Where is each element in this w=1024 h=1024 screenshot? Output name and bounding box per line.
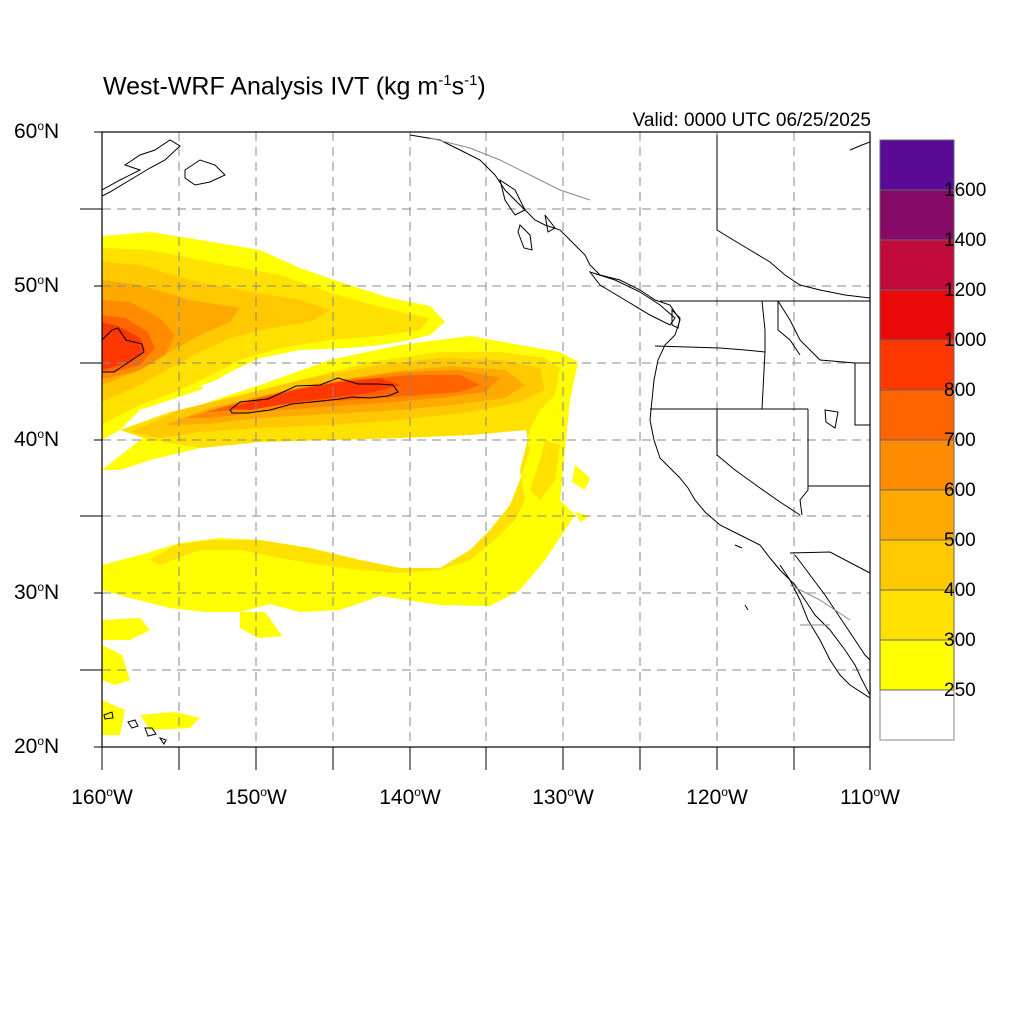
colorbar-label-300: 300: [944, 630, 976, 651]
lat-label-40: 40oN: [14, 427, 60, 451]
border-id-mt: [777, 300, 856, 364]
contour-jet: [229, 377, 399, 414]
coast-baja-gulf: [794, 554, 870, 661]
border-wa-id: [777, 301, 801, 356]
coast-west-us: [649, 334, 870, 696]
ivt-shading: [102, 232, 590, 735]
coast-canada-north: [716, 135, 870, 299]
coast-kodiak: [184, 159, 226, 186]
ivt-patch-e-2: [575, 512, 590, 522]
border-wy: [854, 362, 870, 426]
lon-label-140w: 140oW: [379, 785, 441, 809]
neighbor-borders: [429, 137, 851, 626]
valid-time: Valid: 0000 UTC 06/25/2025: [632, 110, 871, 131]
lat-label-50: 50oN: [14, 273, 60, 297]
colorbar-label-800: 800: [944, 380, 976, 401]
border-nv-ut-az: [799, 409, 809, 516]
colorbar-box-1: [879, 639, 955, 691]
ivt-patch-sw-5: [140, 712, 200, 730]
colorbar-box-8: [879, 289, 955, 341]
coast-hawaii: [127, 719, 167, 745]
colorbar-box-9: [879, 239, 955, 291]
border-us-mexico: [789, 551, 870, 574]
axis-ticks: [80, 131, 871, 770]
ivt-patch-sw-3: [102, 645, 130, 685]
ivt-contours: [102, 327, 399, 720]
colorbar-label-1600: 1600: [944, 180, 987, 201]
ivt-patch-sw-4: [102, 700, 125, 735]
lon-label-110w: 110oW: [840, 785, 900, 809]
coast-alaska-panhandle: [409, 134, 681, 336]
colorbar-label-1000: 1000: [944, 330, 987, 351]
lon-label-160w: 160oW: [71, 785, 133, 809]
colorbar-box-6: [879, 389, 955, 441]
figure-title: West-WRF Analysis IVT (kg m-1s-1): [103, 72, 486, 101]
lat-label-60: 60oN: [14, 119, 60, 143]
contour-island: [103, 711, 114, 720]
colorbar-box-0: [879, 689, 955, 741]
ivt-800-jet: [228, 378, 400, 410]
coast-puget: [671, 308, 681, 329]
colorbar-box-10: [879, 189, 955, 241]
ivt-patch-sw-2: [240, 612, 282, 638]
contour-north: [102, 327, 145, 373]
border-bc-alaska: [429, 137, 591, 201]
coast-lake: [824, 409, 839, 429]
lat-label-30: 30oN: [14, 580, 60, 604]
colorbar-box-7: [879, 339, 955, 391]
colorbar-box-2: [879, 589, 955, 641]
ivt-hole-north: [200, 372, 270, 392]
coast-channel-islands: [734, 544, 749, 611]
colorbar-label-1200: 1200: [944, 280, 987, 301]
lat-lon-grid: [102, 132, 870, 747]
colorbar: [879, 139, 955, 741]
ivt-patch-e-1: [572, 465, 590, 490]
coast-alaska-north: [102, 139, 181, 197]
colorbar-label-600: 600: [944, 480, 976, 501]
colorbar-label-1400: 1400: [944, 230, 987, 251]
coast-ne-corner: [849, 141, 870, 151]
lon-label-150w: 150oW: [225, 785, 287, 809]
coast-vancouver-island: [588, 271, 676, 326]
colorbar-box-5: [879, 439, 955, 491]
colorbar-label-250: 250: [944, 680, 976, 701]
colorbar-box-4: [879, 489, 955, 541]
colorbar-box-3: [879, 539, 955, 591]
lat-label-20: 20oN: [14, 734, 60, 758]
colorbar-box-11: [879, 139, 955, 191]
border-or-id: [761, 351, 766, 410]
border-mexico-states: [789, 584, 851, 626]
ivt-patch-sw-1: [102, 618, 150, 640]
ivt-300-east: [530, 440, 560, 500]
political-borders: [650, 300, 870, 574]
border-wa-or: [654, 300, 766, 353]
border-ca-nv: [716, 409, 801, 516]
colorbar-label-700: 700: [944, 430, 976, 451]
coast-alaska-islands: [499, 178, 556, 251]
colorbar-label-500: 500: [944, 530, 976, 551]
lon-label-130w: 130oW: [532, 785, 594, 809]
lon-label-120w: 120oW: [686, 785, 748, 809]
colorbar-label-400: 400: [944, 580, 976, 601]
